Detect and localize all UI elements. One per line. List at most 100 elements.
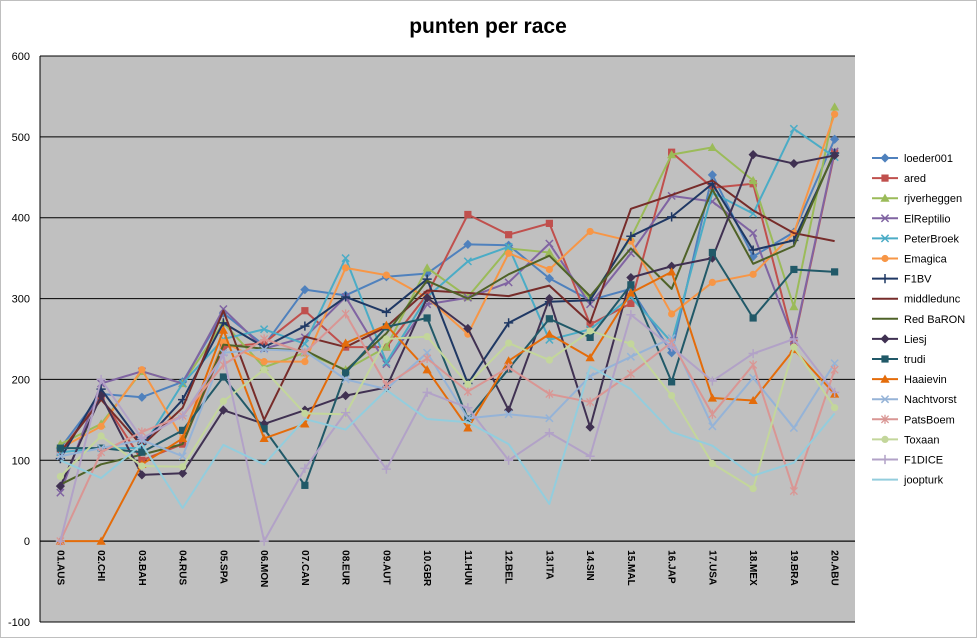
data-point: [259, 433, 269, 443]
y-tick-label: 600: [12, 51, 30, 63]
data-point: [830, 359, 839, 368]
series-line: [59, 152, 836, 460]
data-point: [463, 257, 473, 266]
data-point: [881, 435, 889, 443]
data-point: [668, 378, 676, 386]
data-point: [504, 410, 513, 419]
series-line: [60, 337, 836, 458]
data-point: [667, 261, 677, 271]
data-point: [178, 379, 187, 388]
y-tick-label: 100: [12, 455, 30, 467]
data-point: [830, 150, 840, 161]
data-point: [423, 314, 431, 322]
series-line: [60, 270, 836, 543]
data-point: [382, 335, 390, 343]
data-point: [422, 263, 432, 272]
legend-item: PatsBoem: [872, 414, 955, 426]
data-point: [463, 423, 473, 432]
data-point: [300, 285, 310, 295]
data-point: [749, 314, 757, 322]
legend-label: middledunc: [904, 294, 961, 306]
legend-label: Haaievin: [904, 374, 947, 386]
data-point: [97, 432, 105, 440]
data-point: [178, 452, 187, 461]
data-point: [585, 451, 595, 461]
y-tick-label: -100: [8, 617, 30, 629]
data-point: [137, 470, 147, 480]
data-point: [748, 150, 758, 160]
data-point: [504, 356, 514, 365]
legend-item: trudi: [872, 354, 925, 366]
data-point: [422, 293, 432, 303]
data-point: [880, 414, 890, 424]
data-point: [382, 380, 391, 390]
x-tick-label: 08.EUR: [340, 550, 351, 586]
legend-label: Red BaRON: [904, 314, 965, 326]
data-point: [667, 150, 677, 159]
data-point: [881, 174, 889, 182]
legend-item: F1BV: [872, 274, 932, 286]
data-point: [830, 134, 840, 144]
data-point: [382, 359, 391, 369]
x-tick-label: 12.BEL: [503, 550, 514, 584]
legend-label: PeterBroek: [904, 233, 960, 245]
series-line: [59, 151, 836, 486]
data-point: [300, 463, 310, 473]
data-point: [260, 334, 269, 344]
y-tick-label: 300: [12, 294, 30, 306]
x-tick-label: 18.MEX: [747, 550, 758, 586]
data-point: [218, 405, 228, 415]
data-point: [259, 345, 269, 354]
data-point: [504, 318, 514, 328]
data-point: [667, 348, 677, 358]
data-point: [56, 444, 64, 452]
series-line: [59, 179, 835, 453]
data-point: [708, 278, 716, 286]
data-point: [626, 288, 636, 297]
data-point: [881, 355, 889, 363]
data-point: [219, 304, 228, 314]
data-point: [178, 433, 188, 443]
data-point: [97, 447, 106, 457]
y-tick-label: 0: [24, 536, 30, 548]
data-point: [880, 214, 890, 223]
data-point: [585, 422, 595, 432]
data-point: [667, 267, 677, 276]
data-point: [341, 292, 351, 302]
data-point: [504, 242, 513, 251]
data-point: [707, 376, 717, 386]
x-tick-label: 03.BAH: [136, 550, 147, 586]
data-point: [667, 212, 677, 222]
data-point: [880, 274, 890, 284]
data-point: [749, 270, 757, 278]
legend-item: middledunc: [872, 294, 961, 306]
data-point: [545, 389, 554, 399]
y-tick-label: 200: [12, 374, 30, 386]
data-point: [464, 210, 472, 219]
data-point: [830, 102, 840, 111]
x-tick-label: 14.SIN: [584, 550, 595, 581]
data-point: [627, 299, 635, 308]
x-tick-label: 13.ITA: [543, 550, 554, 579]
series-line: [60, 127, 836, 454]
data-point: [585, 352, 595, 362]
data-point: [880, 454, 890, 465]
data-point: [464, 380, 472, 388]
data-point: [748, 245, 758, 255]
data-point: [748, 395, 758, 405]
data-point: [137, 433, 147, 444]
series-middledunc: [59, 179, 835, 453]
data-point: [667, 342, 677, 352]
legend-label: Liesj: [904, 334, 927, 346]
legend-item: Red BaRON: [872, 314, 965, 326]
data-point: [748, 348, 758, 359]
legend-label: ElReptilio: [904, 213, 950, 225]
data-point: [626, 231, 636, 241]
data-point: [880, 234, 890, 243]
data-point: [259, 536, 269, 546]
legend-item: rjverheggen: [872, 193, 962, 205]
data-point: [544, 428, 554, 438]
series-f1dice: [55, 310, 840, 546]
legend-label: Nachtvorst: [904, 394, 957, 406]
data-point: [749, 484, 757, 493]
